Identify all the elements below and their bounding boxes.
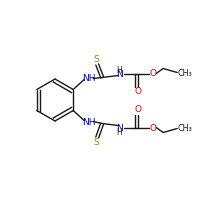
Text: N: N — [116, 70, 123, 79]
Text: O: O — [135, 87, 142, 96]
Text: O: O — [150, 124, 157, 133]
Text: S: S — [93, 55, 99, 64]
Text: NH: NH — [82, 74, 96, 83]
Text: N: N — [116, 124, 123, 133]
Text: O: O — [150, 69, 157, 78]
Text: CH₃: CH₃ — [178, 69, 193, 78]
Text: S: S — [93, 138, 99, 147]
Text: H: H — [116, 66, 122, 75]
Text: CH₃: CH₃ — [178, 124, 193, 133]
Text: H: H — [116, 128, 122, 137]
Text: NH: NH — [82, 118, 96, 127]
Text: O: O — [135, 105, 142, 114]
